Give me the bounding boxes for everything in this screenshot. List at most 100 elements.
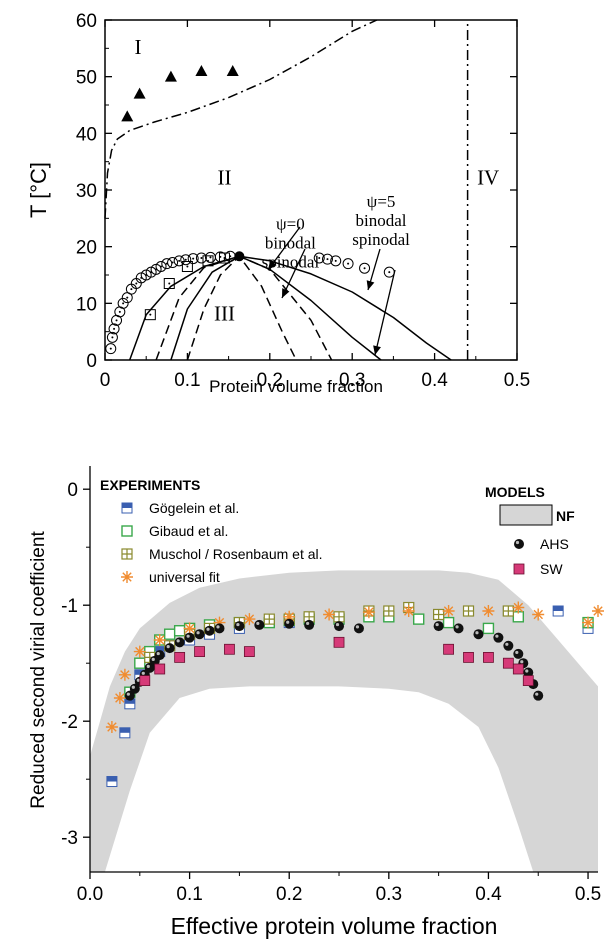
x-tick-label: 0.1 [174, 370, 200, 391]
annotation-psi5-line: spinodal [352, 230, 410, 249]
data-point-filled-circle [154, 650, 165, 661]
data-point-filled-circle [473, 629, 484, 640]
legend-entry-label: universal fit [149, 569, 220, 585]
data-point-circle-dot [126, 296, 129, 299]
x-tick-label: 0 [100, 370, 111, 391]
data-point-triangle [195, 65, 208, 76]
y-axis-label: T [°C] [26, 162, 51, 218]
data-point-circle [161, 258, 173, 270]
y-tick-label: 60 [76, 11, 97, 32]
data-point-circle [321, 253, 333, 265]
data-point-circle-dot [109, 347, 112, 350]
data-point-circle [342, 258, 354, 270]
data-point-triangle [226, 65, 239, 76]
y-tick-label: 30 [76, 181, 97, 202]
data-point-circle-dot [160, 265, 163, 268]
y-tick-label: 20 [76, 238, 97, 259]
data-point-filled-circle [164, 643, 175, 654]
legend-marker-ahs-shine [515, 540, 520, 545]
legend-models-title: MODELS [485, 484, 545, 500]
legend-marker-sw [513, 563, 525, 575]
data-point-filled-square [483, 652, 494, 663]
annotation-psi0-line: ψ=0 [276, 215, 305, 234]
annotation-arrow [374, 269, 396, 356]
data-point-filled-square [512, 663, 524, 675]
data-point-filled-circle-shine [206, 627, 210, 631]
data-point-crossed-square-cross [503, 606, 514, 616]
data-point-open-square [442, 616, 455, 629]
data-point-filled-circle-shine [520, 660, 524, 664]
data-point-asterisk [532, 608, 545, 621]
data-point-circle-dot [115, 319, 118, 322]
data-point-circle-dot [200, 257, 203, 259]
data-point-filled-circle-shine [525, 669, 529, 673]
data-point-filled-circle [234, 621, 245, 632]
data-point-square-dot [207, 259, 209, 262]
data-point-filled-square [243, 646, 255, 657]
data-point-square [202, 255, 214, 267]
legend-band-label: NF [556, 508, 575, 524]
data-point-filled-square [443, 643, 454, 655]
x-tick-label: 0.2 [276, 884, 302, 905]
data-point-circle [330, 255, 342, 267]
data-point-circle-dot [184, 258, 187, 261]
data-point-crossed-square-cross [264, 614, 275, 625]
data-point-asterisk [113, 692, 126, 704]
data-point-circle-dot [388, 271, 391, 274]
x-axis-label: Effective protein volume fraction [171, 913, 498, 939]
data-point-circle [105, 343, 117, 355]
data-point-circle [173, 255, 185, 267]
data-point-filled-circle-shine [505, 642, 509, 646]
data-point-filled-circle-shine [216, 625, 220, 629]
data-point-crossed-square-cross [433, 609, 444, 620]
data-point-square [181, 261, 193, 272]
annotation-psi0-line: binodal [265, 234, 316, 253]
legend-marker-open-square [121, 525, 133, 537]
data-point-filled-circle-shine [335, 622, 340, 627]
curve-solid-1 [170, 255, 382, 361]
data-point-filled-circle-shine [156, 651, 160, 656]
annotation-arrowhead [366, 280, 375, 290]
data-point-triangle [164, 70, 177, 82]
data-point-asterisk [482, 605, 495, 617]
critical-point [234, 251, 245, 262]
data-point-open-square [413, 613, 425, 625]
data-point-filled-circle-shine [186, 634, 190, 638]
data-point-circle-dot [192, 257, 195, 260]
data-point-filled-circle-shine [495, 634, 499, 638]
data-point-circle-dot [111, 336, 114, 339]
data-point-circle-dot [334, 259, 337, 262]
data-point-square [163, 278, 175, 289]
data-point-square [144, 309, 156, 321]
data-point-filled-square [154, 663, 166, 675]
x-tick-label: 0.3 [339, 370, 365, 391]
data-point-asterisk [402, 605, 415, 617]
data-point-square-dot [186, 265, 189, 268]
data-point-circle-dot [178, 259, 181, 262]
data-point-filled-circle [204, 625, 215, 636]
data-point-square-dot [149, 313, 152, 316]
data-point-filled-circle-shine [515, 650, 519, 655]
y-tick-label: 0 [67, 480, 78, 501]
x-tick-label: 0.2 [257, 370, 283, 391]
data-point-half-square-fill [124, 698, 135, 704]
legend-marker-asterisk [121, 571, 133, 583]
annotation-arrowhead [373, 345, 381, 355]
data-point-asterisk [153, 634, 166, 646]
y-tick-label: 10 [76, 294, 97, 315]
data-point-asterisk [512, 601, 525, 614]
annotation-arrowhead [282, 288, 290, 298]
data-point-circle [180, 254, 192, 266]
x-axis-label: Protein volume fraction [209, 377, 383, 396]
annotation-arrow [281, 248, 306, 299]
x-tick-label: 0.5 [575, 884, 601, 905]
x-tick-label: 0.0 [77, 884, 103, 905]
data-point-filled-circle-shine [141, 671, 145, 675]
data-point-asterisk [592, 605, 604, 617]
data-point-filled-circle [194, 629, 205, 640]
data-point-filled-circle [304, 619, 315, 630]
data-point-filled-circle [453, 623, 464, 634]
data-point-asterisk [442, 605, 455, 617]
data-point-circle [167, 257, 179, 269]
